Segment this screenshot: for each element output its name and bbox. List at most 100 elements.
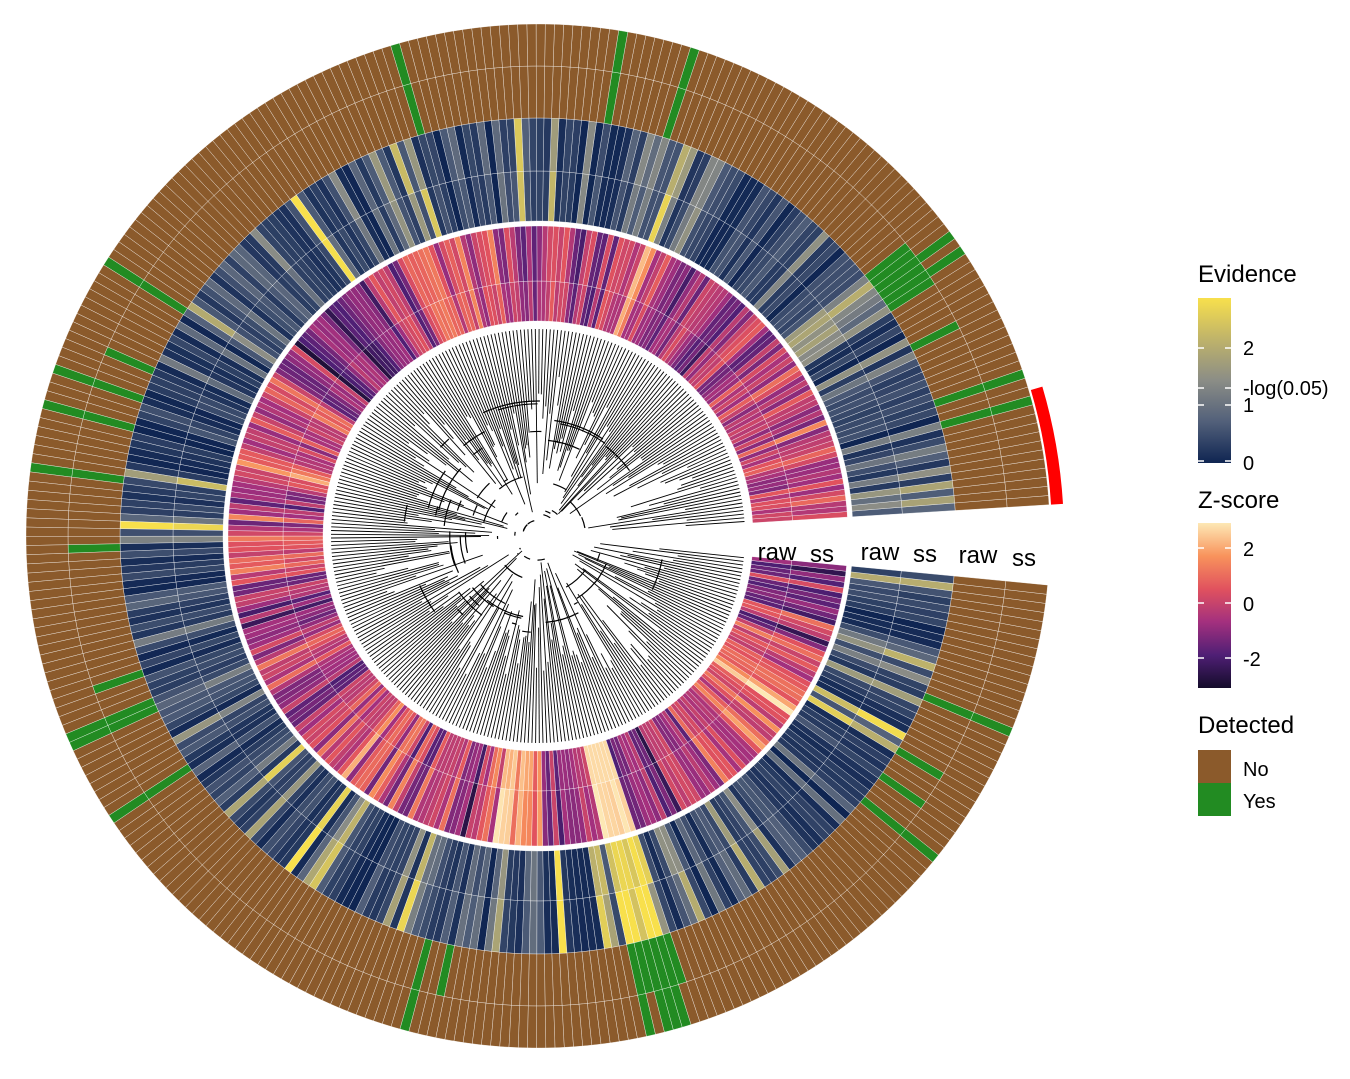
tree-branch bbox=[385, 550, 523, 678]
tree-branch bbox=[564, 358, 646, 493]
tree-branch bbox=[378, 580, 485, 669]
tree-branch bbox=[462, 667, 488, 729]
tree-branch bbox=[611, 667, 640, 717]
tree-clade-arc bbox=[576, 581, 596, 599]
tree-branch bbox=[606, 360, 649, 427]
heatmap-cell-detected-ss bbox=[25, 517, 69, 528]
tree-branch bbox=[413, 370, 467, 441]
tree-branch bbox=[333, 500, 419, 516]
tree-clade-arc bbox=[511, 622, 517, 625]
tree-branch bbox=[531, 603, 537, 743]
tree-branch bbox=[591, 343, 616, 403]
tree-branch bbox=[605, 380, 676, 461]
tree-branch bbox=[393, 386, 430, 425]
heatmap-cell-detected-raw bbox=[67, 536, 121, 545]
heatmap-cell-zscore-raw bbox=[282, 531, 324, 537]
tree-branch bbox=[330, 536, 481, 539]
tree-branch bbox=[660, 452, 728, 483]
heatmap-cell-detected-raw bbox=[67, 527, 121, 537]
tree-branch bbox=[509, 637, 525, 742]
legend-evidence-tick-label-1: 1 bbox=[1243, 395, 1254, 417]
tree-clade-arc bbox=[435, 506, 439, 516]
tree-branch bbox=[572, 650, 599, 735]
tree-branch bbox=[338, 563, 440, 594]
tree-branch bbox=[332, 511, 406, 521]
tree-clade-arc bbox=[565, 569, 586, 588]
tree-branch bbox=[371, 606, 444, 661]
tree-branch bbox=[577, 593, 656, 707]
tree-branch bbox=[479, 337, 522, 478]
tree-branch bbox=[339, 475, 429, 503]
tree-branch bbox=[549, 585, 588, 738]
tree-clade-arc bbox=[527, 520, 535, 525]
tree-branch bbox=[332, 550, 432, 565]
tree-clade-arc bbox=[504, 564, 523, 578]
tree-branch bbox=[659, 548, 744, 559]
tree-branch bbox=[612, 596, 700, 667]
legend-evidence: Evidence 2 -log(0.05) 1 0 bbox=[1198, 261, 1329, 475]
tree-branch bbox=[579, 560, 717, 643]
legend-zscore-colorbar bbox=[1198, 523, 1231, 688]
tree-clade-arc bbox=[449, 531, 456, 566]
col-label-detected-raw: raw bbox=[959, 542, 998, 569]
heatmap-cell-detected-raw bbox=[528, 953, 538, 1007]
tree-branch bbox=[608, 364, 656, 432]
tree-branch bbox=[396, 384, 425, 415]
tree-branch bbox=[512, 330, 528, 446]
tree-branch bbox=[562, 645, 585, 738]
tree-branch bbox=[516, 330, 531, 458]
tree-branch bbox=[331, 541, 449, 550]
tree-clade-arc bbox=[459, 535, 466, 564]
tree-branch bbox=[378, 403, 473, 482]
heatmap-cell-evidence-ss bbox=[536, 900, 545, 955]
tree-branch bbox=[476, 629, 510, 734]
tree-branch bbox=[699, 477, 737, 489]
heatmap-cell-detected-ss bbox=[1004, 580, 1048, 595]
tree-branch bbox=[557, 587, 613, 730]
tree-branch bbox=[331, 545, 438, 558]
tree-branch bbox=[640, 410, 704, 459]
tree-branch bbox=[407, 615, 475, 698]
tree-clade-arc bbox=[403, 504, 408, 522]
tree-branch bbox=[331, 522, 436, 531]
tree-branch bbox=[402, 622, 464, 693]
tree-branch bbox=[539, 574, 551, 743]
tree-branch bbox=[561, 334, 588, 439]
tree-branch bbox=[605, 378, 673, 458]
tree-branch bbox=[627, 554, 741, 581]
tree-branch bbox=[332, 507, 432, 523]
tree-branch bbox=[422, 573, 513, 709]
tree-branch bbox=[425, 361, 492, 464]
tree-clade-arc bbox=[503, 478, 509, 483]
tree-branch bbox=[576, 627, 620, 727]
legend-zscore: Z-score 2 0 -2 bbox=[1198, 487, 1279, 688]
tree-clade-arc bbox=[469, 595, 480, 606]
tree-branch bbox=[369, 415, 410, 444]
tree-clade-arc bbox=[473, 447, 483, 455]
tree-branch bbox=[558, 330, 566, 378]
tree-branch bbox=[494, 333, 520, 446]
heatmap-rings bbox=[25, 23, 1050, 1049]
tree-branch bbox=[399, 381, 466, 456]
tree-branch bbox=[520, 329, 530, 433]
tree-branch bbox=[685, 498, 742, 510]
heatmap-cell-detected-raw bbox=[527, 65, 537, 119]
tree-branch bbox=[585, 634, 630, 722]
legend-detected-title: Detected bbox=[1198, 712, 1294, 739]
tree-branch bbox=[469, 340, 501, 430]
heatmap-cell-evidence-raw bbox=[172, 529, 224, 537]
tree-branch bbox=[416, 593, 497, 705]
tree-branch bbox=[448, 349, 496, 446]
heatmap-cell-detected-ss bbox=[25, 526, 69, 537]
column-labels: raw ss raw ss raw ss bbox=[758, 539, 1036, 572]
tree-clade-arc bbox=[480, 584, 506, 605]
tree-branch bbox=[561, 385, 682, 512]
tree-branch bbox=[672, 559, 742, 573]
tree-branch bbox=[649, 480, 738, 506]
tree-branch bbox=[337, 562, 439, 591]
heatmap-cell-evidence-raw bbox=[536, 850, 544, 902]
tree-branch bbox=[600, 630, 653, 710]
heatmap-cell-evidence-ss bbox=[529, 900, 538, 955]
legend-detected: Detected No Yes bbox=[1198, 712, 1294, 816]
tree-branch bbox=[512, 635, 527, 742]
